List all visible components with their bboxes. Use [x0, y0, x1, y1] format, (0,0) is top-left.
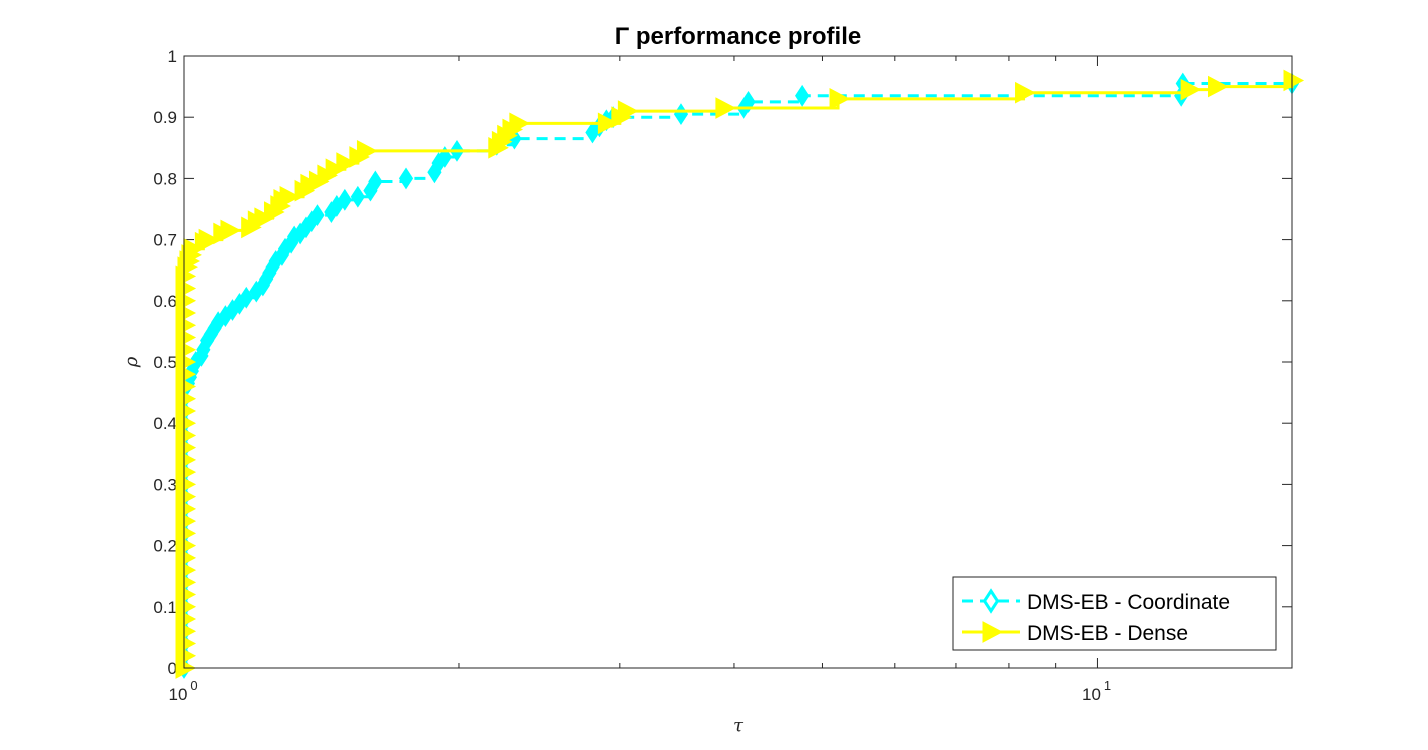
y-tick-label: 0.3 — [153, 475, 177, 494]
data-point-diamond — [368, 170, 383, 193]
y-tick-label: 1 — [168, 47, 177, 66]
y-axis-label: ρ — [121, 356, 142, 368]
data-point-triangle — [1208, 75, 1229, 98]
data-point-diamond — [310, 204, 325, 227]
data-point-diamond — [350, 185, 365, 208]
data-point-triangle — [198, 228, 220, 251]
y-tick-label: 0 — [168, 659, 177, 678]
data-point-diamond — [795, 84, 810, 107]
data-point-diamond — [337, 188, 352, 211]
x-tick-base: 10 — [169, 685, 188, 704]
data-point-triangle — [1283, 69, 1305, 92]
y-tick-label: 0.7 — [153, 231, 177, 250]
data-point-triangle — [715, 97, 736, 119]
plot-area — [184, 56, 1292, 668]
legend-box — [952, 576, 1277, 651]
y-tick-label: 0.1 — [153, 598, 177, 617]
y-tick-label: 0.4 — [153, 414, 177, 433]
x-tick-label: 10 0 — [169, 678, 198, 704]
x-axis-label: τ — [733, 715, 744, 736]
y-tick-label: 0.5 — [153, 353, 177, 372]
data-point-triangle — [336, 152, 357, 174]
data-point-diamond — [239, 286, 254, 309]
data-point-triangle — [325, 158, 347, 181]
legend-entry: DMS-EB - Dense — [962, 621, 1188, 645]
x-tick-label: 10 1 — [1082, 678, 1111, 704]
data-point-triangle — [829, 88, 851, 110]
data-point-triangle — [220, 219, 242, 242]
legend: DMS-EB - Coordinate DMS-EB - Dense — [952, 576, 1277, 651]
legend-label: DMS-EB - Dense — [1027, 622, 1188, 645]
y-tick-label: 0.6 — [153, 292, 177, 311]
y-tick-label: 0.9 — [153, 108, 177, 127]
series-dense — [175, 69, 1305, 679]
legend-marker-diamond — [982, 588, 1000, 614]
y-tick-label: 0.8 — [153, 169, 177, 188]
data-point-triangle — [509, 112, 530, 135]
y-tick-label: 0.2 — [153, 537, 177, 556]
data-point-triangle — [279, 185, 301, 208]
data-point-triangle — [617, 100, 639, 122]
plot-frame — [183, 55, 1293, 669]
data-point-triangle — [1180, 78, 1202, 101]
legend-entries: DMS-EB - Coordinate DMS-EB - Dense — [962, 588, 1230, 645]
legend-entry: DMS-EB - Coordinate — [962, 588, 1230, 614]
data-point-triangle — [1015, 81, 1036, 104]
legend-marker-triangle — [982, 621, 1004, 643]
data-point-triangle — [356, 140, 378, 162]
x-tick-exponent: 1 — [1104, 678, 1111, 693]
x-tick-exponent: 0 — [190, 678, 197, 693]
x-tick-base: 10 — [1082, 685, 1101, 704]
legend-label: DMS-EB - Coordinate — [1027, 591, 1230, 614]
chart-title: Γ performance profile — [615, 23, 861, 50]
data-point-triangle — [597, 112, 619, 135]
data-point-diamond — [398, 167, 414, 190]
